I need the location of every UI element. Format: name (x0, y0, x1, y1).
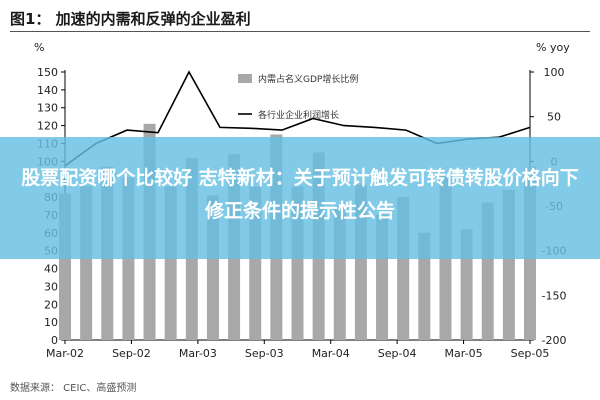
title-divider (10, 31, 590, 32)
left-axis-tick-label: 140 (37, 84, 58, 97)
left-axis-tick-label: 150 (37, 66, 58, 79)
bar (418, 232, 431, 340)
legend-label-line: 各行业企业利润增长 (258, 109, 339, 121)
legend-label-bars: 内需占名义GDP增长比例 (258, 73, 358, 85)
legend-swatch-bars (238, 74, 252, 83)
data-source-note: 数据来源： CEIC、高盛预测 (10, 383, 137, 394)
left-axis-tick-label: 30 (44, 280, 58, 293)
x-axis-tick-label: Sep-03 (245, 347, 284, 360)
right-axis-tick-label: -150 (542, 289, 567, 302)
left-axis-tick-label: 120 (37, 120, 58, 133)
x-axis-tick-label: Sep-02 (112, 347, 151, 360)
left-axis-tick-label: 130 (37, 102, 58, 115)
x-axis-tick-label: Sep-05 (511, 347, 550, 360)
x-axis-tick-label: Mar-02 (46, 347, 84, 360)
left-axis-tick-label: 40 (44, 263, 58, 276)
right-axis-tick-label: 50 (547, 111, 561, 124)
x-axis-tick-label: Mar-05 (445, 347, 483, 360)
overlay-headline[interactable]: 股票配资哪个比较好 志特新材：关于预计触发可转债转股价格向下修正条件的提示性公告 (21, 167, 579, 222)
chart-title: 图1： 加速的内需和反弹的企业盈利 (10, 10, 251, 28)
x-axis-tick-label: Mar-03 (179, 347, 217, 360)
x-axis-tick-label: Mar-04 (312, 347, 350, 360)
left-axis-unit: % (34, 41, 45, 54)
left-axis-tick-label: 0 (51, 334, 58, 347)
right-axis-unit: % yoy (536, 41, 570, 54)
overlay-banner (0, 137, 600, 259)
right-axis-tick-label: 100 (544, 66, 565, 79)
left-axis-tick-label: 20 (44, 298, 58, 311)
right-axis-tick-label: -200 (542, 334, 567, 347)
x-axis-tick-label: Sep-04 (378, 347, 417, 360)
left-axis-tick-label: 10 (44, 316, 58, 329)
